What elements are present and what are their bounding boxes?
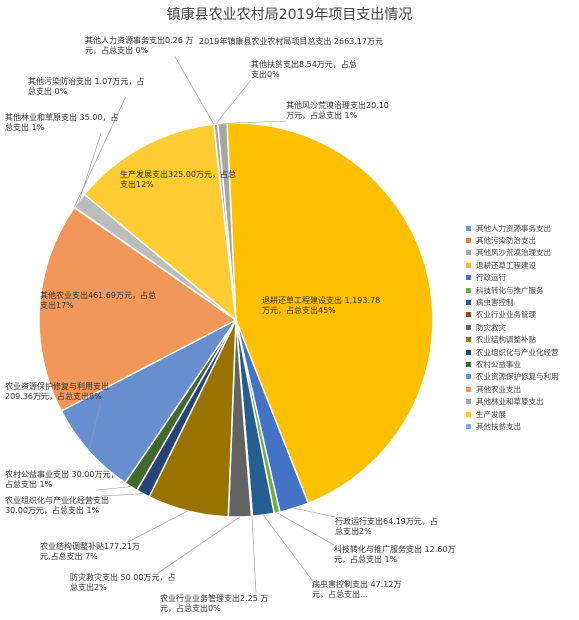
legend-item: 农村公益事业: [466, 358, 559, 370]
legend-label: 其他扶贫支出: [476, 421, 521, 431]
legend-label: 农村公益事业: [476, 359, 521, 369]
legend-label: 其他风沙荒漠治理支出: [476, 248, 551, 258]
slice-label: 退耕还草工程建设支出 1,193.78万元，占总支出45%: [262, 296, 381, 315]
legend-label: 农业资源保护修复与利用: [476, 372, 559, 382]
legend-item: 其他扶贫支出: [466, 420, 559, 432]
legend-item: 其他人力资源事务支出: [466, 222, 559, 234]
legend-swatch: [466, 312, 471, 318]
leader-line: [215, 79, 252, 125]
legend-swatch: [466, 275, 471, 281]
legend-item: 农业结构调整补贴: [466, 334, 559, 346]
legend-swatch: [466, 374, 471, 380]
chart-legend: 其他人力资源事务支出 其他污染防治支出其他风沙荒漠治理支出 退耕还草工程建设 行政运行…: [466, 222, 559, 433]
slice-label: 行政运行支出64.19万元，占总支出2%: [335, 517, 438, 536]
legend-swatch: [466, 399, 471, 405]
legend-swatch: [466, 250, 471, 256]
legend-item: 其他污染防治支出: [466, 234, 559, 246]
slice-label: 农业行业业务管理支出2.25 万元，占总支出0%: [160, 594, 269, 613]
legend-swatch: [466, 238, 471, 244]
legend-swatch: [466, 337, 471, 343]
leader-line: [251, 516, 257, 595]
legend-item: 其他林业和草原支出: [466, 395, 559, 407]
legend-swatch: [466, 349, 471, 355]
leader-line: [174, 55, 215, 125]
legend-label: 农业结构调整补贴: [476, 335, 536, 345]
legend-item: 其他农业支出: [466, 383, 559, 395]
slice-label: 其他扶贫支出8.54万元，占总支出0%: [251, 60, 357, 79]
legend-label: 防灾救灾: [476, 322, 506, 332]
legend-swatch: [466, 262, 471, 268]
leader-line: [157, 516, 241, 574]
pie-slice: [38, 206, 238, 413]
chart-title: 镇康县农业农村局2019年项目支出情况: [166, 7, 413, 23]
slice-label: 农业结构调整补贴177.21万元,占总支出 7%: [40, 542, 140, 561]
leader-line: [100, 493, 144, 497]
slice-label: 农村公益事业支出 30.00万元，占总支出 1%: [5, 470, 119, 489]
legend-swatch: [466, 423, 471, 429]
slice-label: 防灾救灾支出 50.00万元，占总支出2%: [70, 573, 176, 592]
legend-swatch: [466, 300, 471, 306]
legend-swatch: [466, 411, 471, 417]
slice-label: 科技转化与推广服务支出 12.60万元，占总支出 1%: [334, 545, 456, 564]
leader-line: [294, 507, 336, 518]
total-note: 2019年镇康县农业农村局项目总支出 2663.17万元: [199, 37, 383, 46]
legend-item: 防灾救灾: [466, 321, 559, 333]
legend-label: 退耕还草工程建设: [476, 260, 536, 270]
legend-item: 行政运行: [466, 272, 559, 284]
legend-label: 其他污染防治支出: [476, 236, 536, 246]
legend-item: 农业资源保护修复与利用: [466, 371, 559, 383]
leader-line: [222, 120, 287, 124]
legend-item: 生产发展: [466, 408, 559, 420]
slice-label: 生产发展支出325.00万元，占总支出12%: [120, 170, 236, 189]
slice-label: 其他林业和草原支出 35.00，占总支出 1%: [5, 113, 119, 132]
slice-label: 其他农业支出461.69万元，占总支出17%: [40, 291, 156, 310]
leader-line: [127, 510, 188, 543]
slice-label: 其他污染防治支出 1.07万元，占总支出 0%: [28, 77, 145, 96]
leader-line: [276, 512, 335, 546]
legend-label: 其他人力资源事务支出: [476, 223, 551, 233]
leader-line: [79, 132, 102, 201]
legend-item: 农业行业业务管理: [466, 309, 559, 321]
legend-label: 生产发展: [476, 409, 506, 419]
legend-label: 病虫害控制: [476, 298, 514, 308]
legend-label: 其他农业支出: [476, 384, 521, 394]
leader-line: [88, 401, 102, 451]
legend-item: 病虫害控制: [466, 296, 559, 308]
leader-line: [96, 486, 132, 491]
pie-slice: [226, 122, 434, 505]
legend-item: 科技转化与推广服务: [466, 284, 559, 296]
legend-label: 科技转化与推广服务: [476, 285, 544, 295]
slice-label: 其他人力资源事务支出0.26 万元，占总支出 0%: [85, 36, 194, 55]
legend-label: 行政运行: [476, 273, 506, 283]
legend-label: 农业组织化与产业化经营: [476, 347, 559, 357]
legend-swatch: [466, 225, 471, 231]
leader-line: [263, 514, 313, 581]
pie-slice: [83, 123, 237, 322]
slice-label: 农业组织化与产业化经营支出 30.00万元，占总支出 1%: [5, 496, 109, 515]
legend-label: 其他林业和草原支出: [476, 397, 544, 407]
legend-item: 其他风沙荒漠治理支出: [466, 247, 559, 259]
legend-swatch: [466, 386, 471, 392]
legend-item: 退耕还草工程建设: [466, 259, 559, 271]
slice-label: 病虫害控制支出 47.12万元，占总支出…: [312, 580, 402, 599]
legend-item: 农业组织化与产业化经营: [466, 346, 559, 358]
legend-swatch: [466, 324, 471, 330]
slice-label: 其他风沙荒漠治理支出20.10 万元，占总支出 1%: [286, 101, 389, 120]
legend-swatch: [466, 287, 471, 293]
legend-label: 农业行业业务管理: [476, 310, 536, 320]
legend-swatch: [466, 361, 471, 367]
slice-label: 农业资源保护修复与利用支出209.36万元，占总支出8%: [5, 382, 109, 401]
